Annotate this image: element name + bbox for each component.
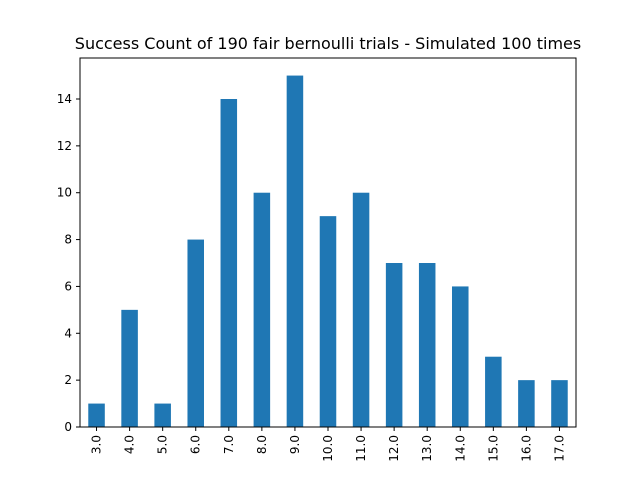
y-tick-label: 10 [57,186,72,200]
bar-16.0 [518,380,535,427]
x-tick-label: 17.0 [552,435,566,462]
bar-10.0 [319,216,337,427]
x-tick-label: 11.0 [354,435,368,462]
plot-frame [79,57,577,428]
bar-5.0 [154,403,171,427]
x-tick-label: 3.0 [90,435,104,454]
y-tick-label: 8 [64,233,72,247]
y-tick-label: 14 [57,92,72,106]
x-tick-label: 5.0 [156,435,170,454]
bar-8.0 [253,192,271,427]
x-axis: 3.0 4.0 5.0 6.0 7.0 8.0 9.0 10.0 11.0 12.0 13.0 14.… [90,427,566,462]
x-tick-label: 13.0 [420,435,434,462]
bar-3.0 [88,403,105,427]
y-tick-label: 0 [64,420,72,434]
bar-12.0 [385,263,403,427]
bar-4.0 [121,309,138,427]
y-tick-label: 2 [64,373,72,387]
x-tick-label: 4.0 [123,435,137,454]
y-axis: 0 2 4 6 8 10 12 14 [57,92,80,434]
bar-13.0 [418,263,436,427]
bar-9.0 [286,75,304,427]
x-tick-label: 7.0 [222,435,236,454]
x-tick-label: 6.0 [189,435,203,454]
x-tick-label: 15.0 [486,435,500,462]
y-tick-label: 6 [64,279,72,293]
x-tick-label: 9.0 [288,435,302,454]
x-tick-label: 16.0 [519,435,533,462]
bar-15.0 [485,356,502,427]
chart-title: Success Count of 190 fair bernoulli tria… [75,34,581,53]
x-tick-label: 14.0 [453,435,467,462]
bar-7.0 [220,99,238,427]
x-tick-label: 12.0 [387,435,401,462]
bars-group [88,75,568,427]
y-tick-label: 4 [64,326,72,340]
x-tick-label: 8.0 [255,435,269,454]
x-tick-label: 10.0 [321,435,335,462]
y-tick-label: 12 [57,139,72,153]
bar-17.0 [551,380,568,427]
bar-11.0 [352,192,370,427]
bar-6.0 [187,239,204,427]
bar-14.0 [452,286,469,427]
